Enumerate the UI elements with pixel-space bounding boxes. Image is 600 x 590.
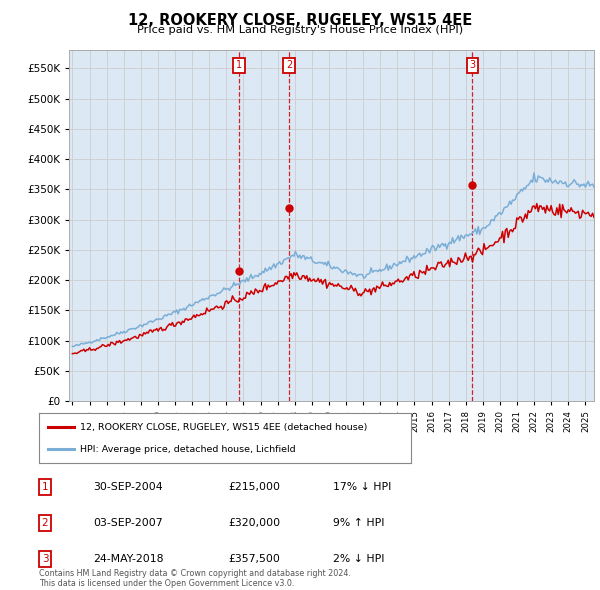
Text: 12, ROOKERY CLOSE, RUGELEY, WS15 4EE: 12, ROOKERY CLOSE, RUGELEY, WS15 4EE [128, 13, 472, 28]
Text: £357,500: £357,500 [228, 555, 280, 564]
Text: Price paid vs. HM Land Registry's House Price Index (HPI): Price paid vs. HM Land Registry's House … [137, 25, 463, 35]
Text: 24-MAY-2018: 24-MAY-2018 [93, 555, 163, 564]
Text: 3: 3 [469, 60, 475, 70]
Text: 03-SEP-2007: 03-SEP-2007 [93, 519, 163, 528]
Text: 2% ↓ HPI: 2% ↓ HPI [333, 555, 385, 564]
Text: Contains HM Land Registry data © Crown copyright and database right 2024.
This d: Contains HM Land Registry data © Crown c… [39, 569, 351, 588]
Text: 2: 2 [286, 60, 292, 70]
Text: £215,000: £215,000 [228, 482, 280, 491]
Text: 1: 1 [41, 482, 49, 491]
Text: 2: 2 [41, 519, 49, 528]
Text: 17% ↓ HPI: 17% ↓ HPI [333, 482, 391, 491]
Text: 12, ROOKERY CLOSE, RUGELEY, WS15 4EE (detached house): 12, ROOKERY CLOSE, RUGELEY, WS15 4EE (de… [80, 422, 367, 431]
Text: £320,000: £320,000 [228, 519, 280, 528]
Text: HPI: Average price, detached house, Lichfield: HPI: Average price, detached house, Lich… [80, 445, 296, 454]
Text: 3: 3 [41, 555, 49, 564]
Text: 1: 1 [236, 60, 242, 70]
Text: 9% ↑ HPI: 9% ↑ HPI [333, 519, 385, 528]
Text: 30-SEP-2004: 30-SEP-2004 [93, 482, 163, 491]
